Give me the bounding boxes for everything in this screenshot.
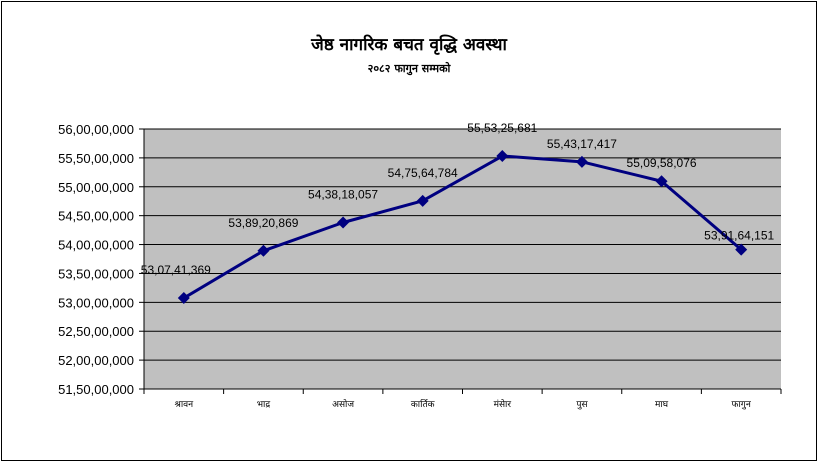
chart-title: जेष्ठ नागरिक बचत वृद्धि अवस्था bbox=[310, 34, 507, 55]
gridlines bbox=[144, 128, 781, 361]
data-point-marker bbox=[177, 292, 190, 305]
y-tick-label: 51,50,00,000 bbox=[58, 382, 134, 397]
data-label: 55,09,58,076 bbox=[627, 156, 697, 170]
y-tick-label: 53,50,00,000 bbox=[58, 266, 134, 281]
data-point-marker bbox=[575, 155, 588, 168]
y-tick-label: 56,00,00,000 bbox=[58, 122, 134, 137]
x-tick-label: असोज bbox=[332, 398, 354, 410]
series-line bbox=[183, 154, 743, 300]
x-tick-label: श्रावन bbox=[174, 400, 194, 410]
data-label: 55,43,17,417 bbox=[547, 137, 617, 151]
data-point-marker bbox=[655, 175, 668, 188]
x-tick-label: कार्तिक bbox=[411, 398, 436, 410]
y-axis-ticks: 56,00,00,000 55,50,00,000 55,00,00,000 54,5… bbox=[58, 122, 134, 397]
data-point-marker bbox=[496, 150, 509, 163]
data-label: 53,07,41,369 bbox=[141, 263, 211, 277]
data-labels: 53,07,41,369 53,89,20,869 54,38,18,057 54,7… bbox=[141, 121, 775, 277]
axes bbox=[139, 128, 782, 394]
x-tick-label: माघ bbox=[655, 400, 669, 410]
data-label: 54,75,64,784 bbox=[388, 166, 458, 180]
data-label: 53,89,20,869 bbox=[228, 216, 298, 230]
y-tick-label: 52,50,00,000 bbox=[58, 324, 134, 339]
y-tick-label: 52,00,00,000 bbox=[58, 353, 134, 368]
data-point-marker bbox=[735, 243, 748, 256]
data-label: 55,53,25,681 bbox=[467, 121, 537, 135]
chart-subtitle: २०८२ फागुन सम्मको bbox=[368, 61, 452, 76]
data-point-marker bbox=[257, 244, 270, 257]
x-tick-label: फागुन bbox=[732, 400, 752, 410]
data-label: 53,91,64,151 bbox=[704, 229, 774, 243]
series-layer bbox=[177, 150, 748, 305]
x-axis-ticks: श्रावन भाद्र असोज कार्तिक मंसेार पुस माघ फागुन bbox=[174, 398, 751, 410]
y-tick-label: 55,00,00,000 bbox=[58, 180, 134, 195]
y-tick-label: 54,50,00,000 bbox=[58, 209, 134, 224]
y-tick-label: 54,00,00,000 bbox=[58, 238, 134, 253]
y-tick-label: 55,50,00,000 bbox=[58, 151, 134, 166]
x-tick-label: भाद्र bbox=[257, 400, 271, 410]
data-label: 54,38,18,057 bbox=[308, 187, 378, 201]
data-point-marker bbox=[337, 216, 350, 229]
data-point-marker bbox=[416, 194, 429, 207]
x-tick-label: मंसेार bbox=[494, 398, 512, 410]
x-tick-label: पुस bbox=[576, 400, 588, 410]
y-tick-label: 53,00,00,000 bbox=[58, 295, 134, 310]
